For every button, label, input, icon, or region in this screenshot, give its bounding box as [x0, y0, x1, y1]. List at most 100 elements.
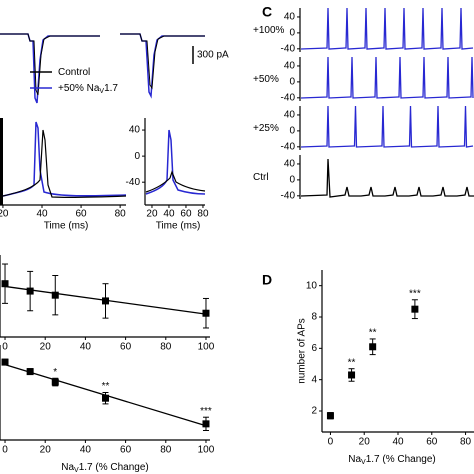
y-tick-label: -40	[281, 141, 296, 152]
significance: ***	[409, 288, 421, 299]
y-tick-label: 8	[311, 312, 317, 323]
current-trace	[120, 33, 205, 90]
panel-label: D	[262, 272, 272, 288]
point	[411, 305, 419, 313]
y-tick-label: 40	[284, 61, 296, 72]
x-axis-label: Time (ms)	[44, 221, 89, 232]
x-axis-label-part: 1.7 (% Change)	[366, 454, 436, 465]
point	[348, 371, 356, 379]
x-tick-label: 80	[160, 342, 172, 353]
ap-trace	[145, 129, 206, 195]
y-tick-label: 0	[289, 175, 295, 186]
x-tick-label: 60	[120, 342, 132, 353]
y-tick-label: 0	[289, 77, 295, 88]
legend-label-part: V	[99, 88, 104, 95]
x-tick-label: 20	[40, 445, 52, 456]
row-label: +25%	[253, 123, 279, 134]
significance: ***	[200, 406, 212, 417]
current-trace	[120, 33, 205, 99]
point	[102, 297, 110, 305]
ap-trace	[145, 170, 206, 193]
y-tick-label: -40	[281, 43, 296, 54]
y-tick-label: 40	[284, 12, 296, 23]
point	[202, 420, 210, 428]
ap-trace	[2, 129, 127, 199]
significance: **	[102, 381, 110, 392]
y-tick-label: 10	[306, 280, 318, 291]
spike-trace	[300, 158, 474, 198]
x-tick-label: 20	[146, 209, 158, 220]
spike-trace	[300, 7, 474, 50]
x-tick-label: 60	[180, 209, 192, 220]
y-tick-label: 40	[129, 125, 141, 136]
x-tick-label: 60	[426, 437, 438, 448]
spike-trace	[300, 56, 474, 99]
x-tick-label: 100	[198, 342, 215, 353]
x-tick-label: 60	[76, 209, 88, 220]
spike-trace	[300, 105, 474, 148]
x-tick-label: 0	[2, 445, 8, 456]
point	[102, 394, 110, 402]
x-axis-label-part: Na	[348, 454, 361, 465]
y-tick-label: -40	[281, 190, 296, 201]
row-label: +100%	[253, 25, 285, 36]
point	[1, 280, 9, 288]
point	[1, 358, 9, 366]
x-tick-label: 0	[328, 437, 334, 448]
x-axis-label-part: Na	[61, 462, 74, 473]
x-tick-label: 80	[197, 209, 209, 220]
y-tick-label: -40	[281, 92, 296, 103]
significance: **	[369, 328, 377, 339]
y-axis-label: number of APs	[297, 318, 308, 384]
legend-label-part: 1.7	[104, 83, 118, 94]
x-tick-label: 100	[198, 445, 215, 456]
ap-trace	[2, 121, 127, 197]
x-axis-label-part: V	[74, 467, 79, 474]
y-tick-label: 4	[311, 374, 317, 385]
y-tick-label: -40	[126, 177, 141, 188]
x-tick-label: 0	[2, 342, 8, 353]
x-tick-label: 80	[115, 209, 127, 220]
x-tick-label: 80	[460, 437, 472, 448]
significance: *	[53, 367, 57, 378]
legend-label: +50% NaV1.7	[58, 83, 118, 95]
x-tick-label: 40	[80, 342, 92, 353]
x-tick-label: 20	[0, 209, 9, 220]
current-trace	[0, 33, 100, 96]
y-tick-label: 0	[134, 151, 140, 162]
significance: **	[348, 357, 356, 368]
point	[326, 412, 334, 420]
point	[26, 368, 34, 376]
row-label: Ctrl	[253, 172, 269, 183]
row-label: +50%	[253, 74, 279, 85]
point	[26, 287, 34, 295]
x-tick-label: 60	[120, 445, 132, 456]
x-tick-label: 80	[160, 445, 172, 456]
panel-label: C	[262, 4, 272, 20]
point	[51, 291, 59, 299]
legend-label: Control	[58, 67, 90, 78]
x-axis-label: NaV1.7 (% Change)	[348, 454, 436, 466]
x-tick-label: 20	[359, 437, 371, 448]
x-axis-label: NaV1.7 (% Change)	[61, 462, 149, 474]
point	[51, 378, 59, 386]
y-tick-label: 6	[311, 343, 317, 354]
x-tick-label: 20	[40, 342, 52, 353]
legend-label-part: +50% Na	[58, 83, 100, 94]
y-tick-label: 0	[289, 28, 295, 39]
x-tick-label: 40	[163, 209, 175, 220]
x-tick-label: 40	[80, 445, 92, 456]
y-tick-label: 40	[284, 159, 296, 170]
x-tick-label: 40	[36, 209, 48, 220]
legend-label-part: Control	[58, 67, 90, 78]
point	[369, 343, 377, 351]
y-tick-label: 40	[284, 110, 296, 121]
y-tick-label: 2	[311, 406, 317, 417]
x-axis-label-part: V	[361, 459, 366, 466]
x-axis-label: Time (ms)	[156, 221, 201, 232]
y-tick-label: 0	[289, 126, 295, 137]
x-axis-label-part: 1.7 (% Change)	[79, 462, 149, 473]
x-tick-label: 40	[392, 437, 404, 448]
point	[202, 309, 210, 317]
